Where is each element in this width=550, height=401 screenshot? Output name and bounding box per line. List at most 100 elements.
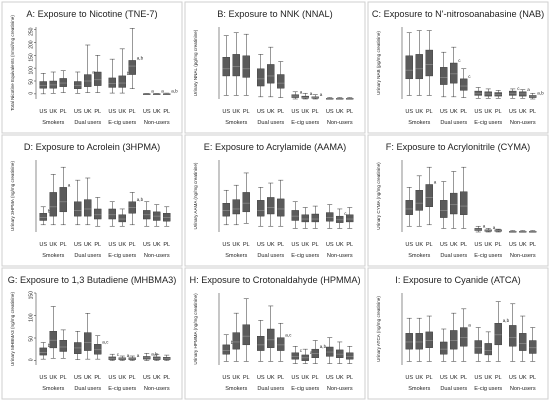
group-label: Non-users [510, 386, 536, 392]
box-iqr [267, 328, 275, 348]
significance-label: a,b [503, 318, 510, 323]
box-iqr [118, 214, 126, 223]
country-tick-label: UK [484, 375, 492, 381]
panel-frame [184, 267, 366, 400]
country-tick-label: US [474, 109, 482, 115]
country-tick-label: UK [49, 375, 57, 381]
country-tick-label: PL [426, 375, 433, 381]
box-iqr [326, 212, 334, 222]
group-label: Dual users [440, 386, 467, 392]
box-iqr [425, 49, 433, 77]
panel-title: G: Exposure to 1,3 Butadiene (MHBMA3) [8, 275, 177, 285]
country-tick-label: US [474, 375, 482, 381]
country-tick-label: US [291, 375, 299, 381]
group-label: Non-users [144, 386, 170, 392]
box-iqr [460, 191, 468, 215]
box-iqr [94, 344, 102, 355]
country-tick-label: US [509, 375, 517, 381]
y-axis-label: Urinary ATCA (ng/mg creatinine) [376, 296, 381, 362]
box-iqr [242, 324, 250, 346]
country-tick-label: UK [336, 375, 344, 381]
significance-label: a,b [320, 344, 327, 349]
chart-panel-9: I: Exposure to Cyanide (ATCA) Urinary ATC… [367, 267, 549, 400]
significance-label: a [320, 92, 323, 97]
country-tick-label: UK [484, 242, 492, 248]
box-iqr [232, 332, 240, 350]
country-tick-label: UK [118, 109, 126, 115]
country-tick-label: US [440, 242, 448, 248]
panel-frame [1, 134, 183, 267]
box-iqr [242, 55, 250, 78]
country-tick-label: US [222, 375, 230, 381]
country-tick-label: US [440, 109, 448, 115]
box-iqr [257, 335, 265, 351]
box-iqr [301, 214, 309, 223]
country-tick-label: PL [495, 242, 502, 248]
box-iqr [49, 331, 57, 349]
country-tick-label: UK [484, 109, 492, 115]
country-tick-label: PL [243, 109, 250, 115]
box-iqr [494, 323, 502, 346]
y-tick-label: 0 [28, 358, 34, 361]
country-tick-label: PL [243, 242, 250, 248]
group-label: Dual users [257, 386, 284, 392]
country-tick-label: PL [129, 242, 136, 248]
country-tick-label: PL [243, 375, 250, 381]
significance-label: a,c [285, 333, 292, 338]
country-tick-label: PL [529, 242, 536, 248]
country-tick-label: US [326, 375, 334, 381]
panel-title: I: Exposure to Cyanide (ATCA) [395, 275, 520, 285]
group-label: E-cig users [291, 386, 319, 392]
y-axis-label: Urinary MHBMA3 (ng/mg creatinine) [10, 292, 15, 367]
group-label: Smokers [408, 253, 430, 259]
panel-frame [367, 134, 549, 267]
y-tick-label: 150 [28, 291, 34, 300]
country-tick-label: US [74, 242, 82, 248]
significance-label: a [137, 353, 140, 358]
country-tick-label: UK [49, 109, 57, 115]
significance-label: a [300, 90, 303, 95]
chart-panel-5: E: Exposure to Acrylamide (AAMA) Urinary … [184, 134, 366, 267]
box-iqr [405, 333, 413, 350]
box-iqr [405, 55, 413, 80]
group-label: Non-users [510, 253, 536, 259]
country-tick-label: PL [94, 242, 101, 248]
significance-label: c [117, 352, 120, 357]
country-tick-label: US [74, 375, 82, 381]
chart-panel-7: G: Exposure to 1,3 Butadiene (MHBMA3) 0 50… [1, 267, 183, 400]
country-tick-label: UK [84, 109, 92, 115]
y-axis-label: Urinary NNAL (pg/mg creatinine) [193, 29, 198, 96]
y-axis-label: Urinary AAMA (ng/mg creatinine) [193, 162, 198, 229]
chart-panel-8: H: Exposure to Crotonaldahyde (HPMMA) Uri… [184, 267, 366, 400]
significance-label: c [468, 74, 471, 79]
country-tick-label: PL [163, 109, 170, 115]
group-label: Smokers [225, 120, 247, 126]
country-tick-label: US [257, 109, 265, 115]
country-tick-label: UK [519, 109, 527, 115]
country-tick-label: US [440, 375, 448, 381]
box-iqr [277, 198, 285, 217]
country-tick-label: PL [277, 375, 284, 381]
box-iqr [311, 213, 319, 223]
group-label: Dual users [74, 253, 101, 259]
country-tick-label: PL [312, 109, 319, 115]
significance-label: a [161, 89, 164, 94]
significance-label: a [310, 91, 313, 96]
significance-label: a,b [171, 89, 178, 94]
country-tick-label: PL [460, 375, 467, 381]
box-iqr [440, 200, 448, 218]
y-tick-label: 50 [28, 79, 34, 85]
box-iqr [529, 340, 537, 354]
box-iqr [277, 337, 285, 351]
box-iqr [509, 325, 517, 347]
y-tick-label: 150 [28, 53, 34, 62]
country-tick-label: PL [60, 242, 67, 248]
country-tick-label: PL [312, 242, 319, 248]
group-label: E-cig users [108, 386, 136, 392]
group-label: Dual users [74, 120, 101, 126]
box-iqr [222, 57, 230, 77]
box-iqr [440, 341, 448, 355]
panel-frame [184, 1, 366, 134]
country-tick-label: US [39, 109, 47, 115]
country-tick-label: PL [346, 242, 353, 248]
